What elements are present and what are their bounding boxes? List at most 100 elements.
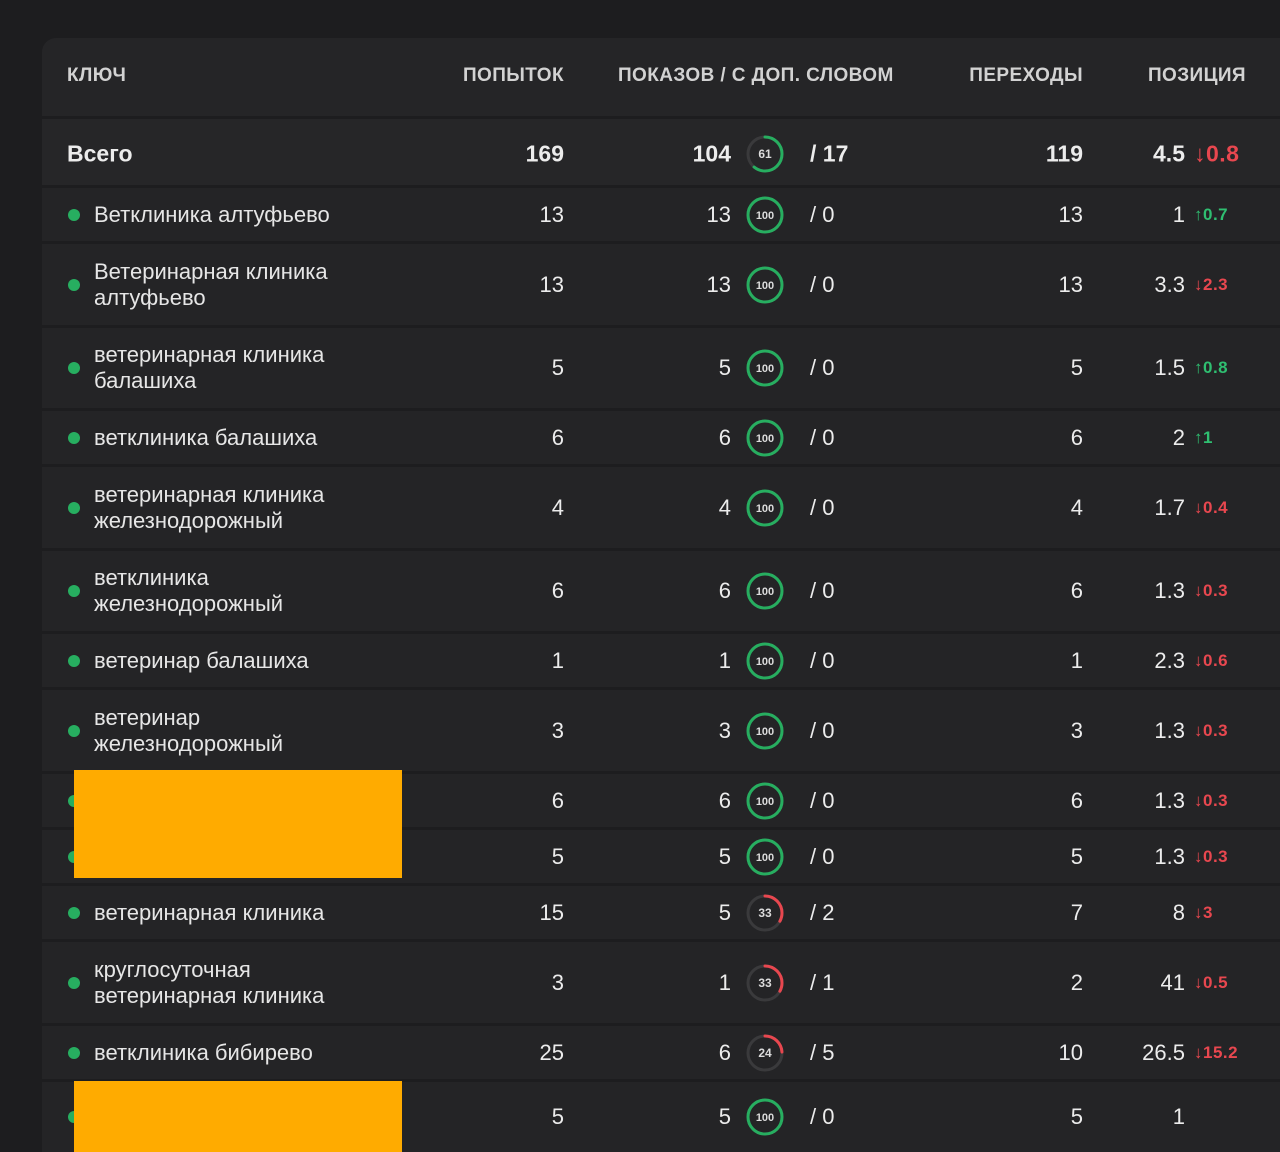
impressions-value: 4	[718, 494, 731, 520]
keyword-label[interactable]: ветклиника балашиха	[94, 424, 318, 450]
position-value: 2.3	[1154, 647, 1185, 673]
clicks-value: 13	[1058, 271, 1083, 297]
keyword-label[interactable]: ветеринар балашиха	[94, 647, 309, 673]
impressions-value: 5	[718, 1104, 731, 1129]
impressions-value: 5	[718, 899, 731, 925]
progress-ring-arc	[746, 572, 784, 610]
progress-ring: 33	[746, 894, 784, 931]
column-header-key[interactable]: КЛЮЧ	[67, 65, 127, 86]
status-dot	[68, 1046, 80, 1059]
keyword-label[interactable]: ветеринар железнодорожный	[94, 704, 284, 756]
keyword-label[interactable]: Ветклиника алтуфьево	[94, 201, 330, 227]
progress-ring-arc	[746, 894, 784, 931]
additional-word-value: / 0	[810, 1104, 835, 1129]
clicks-value: 6	[1070, 787, 1083, 813]
position-change-down: ↓3	[1194, 902, 1213, 922]
attempts-value: 5	[551, 355, 564, 380]
progress-ring: 100	[746, 349, 784, 387]
progress-ring-arc	[746, 349, 784, 387]
impressions-value: 5	[718, 355, 731, 380]
keyword-label[interactable]: круглосуточная ветеринарная клиника	[94, 956, 325, 1008]
table-header: КЛЮЧ ПОПЫТОК ПОКАЗОВ / С ДОП. СЛОВОМ ПЕР…	[42, 38, 1280, 116]
attempts-value: 3	[551, 969, 564, 995]
position-value: 1.5	[1154, 355, 1185, 380]
additional-word-value: / 0	[810, 355, 835, 380]
progress-ring: 24	[746, 1034, 784, 1071]
impressions-value: 1	[718, 647, 731, 673]
impressions-value: 5	[718, 843, 731, 869]
clicks-value: 1	[1070, 647, 1083, 673]
position-change-down: ↓0.3	[1194, 581, 1229, 600]
table-row[interactable]: ветеринарная клиника балашиха 5 5 100 / 0 5 1.…	[42, 325, 1280, 408]
status-dot	[68, 906, 80, 919]
progress-ring-arc	[746, 964, 784, 1001]
clicks-value: 10	[1058, 1039, 1083, 1065]
column-header-attempts[interactable]: ПОПЫТОК	[462, 65, 564, 86]
position-change-down: ↓0.4	[1194, 497, 1229, 517]
impressions-value: 6	[718, 1039, 731, 1065]
table-row[interactable]: ветклиника бибирево 25 6 24 / 5 10 26.5 ↓15.2	[42, 1023, 1280, 1079]
additional-word-value: / 0	[810, 787, 835, 813]
column-header-impressions[interactable]: ПОКАЗОВ / С ДОП. СЛОВОМ	[618, 65, 894, 86]
progress-ring-label: 100	[756, 852, 774, 864]
status-dot	[68, 976, 80, 989]
table-row[interactable]: ветеринар балашиха 1 1 100 / 0 1 2.3 ↓0.6	[42, 631, 1280, 687]
attempts-value: 1	[551, 647, 564, 673]
total-label: Всего	[67, 140, 133, 166]
progress-ring: 100	[746, 489, 784, 526]
progress-ring-label: 24	[758, 1046, 772, 1060]
attempts-value: 13	[539, 271, 564, 297]
total-row[interactable]: Всего 169 104 61 / 17 119 4.5 ↓0.8	[42, 116, 1280, 188]
clicks-value: 2	[1070, 969, 1083, 995]
position-change-down: ↓0.6	[1194, 650, 1229, 670]
clicks-value: 6	[1070, 578, 1083, 603]
position-change-down: ↓0.8	[1194, 140, 1240, 166]
progress-ring: 100	[746, 1098, 784, 1136]
position-change-down: ↓0.3	[1194, 720, 1229, 740]
table-row[interactable]: круглосуточная ветеринарная клиника 3 1 33 /…	[42, 939, 1280, 1023]
progress-ring: 100	[746, 419, 784, 456]
keyword-label[interactable]: ветклиника железнодорожный	[94, 565, 284, 616]
impressions-value: 6	[718, 787, 731, 813]
position-change-down: ↓0.3	[1194, 790, 1229, 810]
progress-ring-label: 100	[756, 726, 774, 738]
keywords-table: КЛЮЧ ПОПЫТОК ПОКАЗОВ / С ДОП. СЛОВОМ ПЕР…	[42, 38, 1280, 1152]
status-dot	[68, 278, 80, 291]
progress-ring-arc	[746, 419, 784, 456]
column-header-position[interactable]: ПОЗИЦИЯ	[1148, 65, 1246, 86]
keyword-label[interactable]: ветеринарная клиника балашиха	[94, 342, 325, 393]
clicks-value: 3	[1070, 717, 1083, 743]
column-header-clicks[interactable]: ПЕРЕХОДЫ	[969, 65, 1083, 86]
position-change-down: ↓0.5	[1194, 972, 1229, 992]
attempts-value: 25	[539, 1039, 564, 1065]
position-value: 1.7	[1154, 494, 1185, 520]
progress-ring: 100	[746, 838, 784, 875]
keyword-label[interactable]: Ветеринарная клиника алтуфьево	[94, 258, 328, 310]
position-value: 1.3	[1154, 578, 1185, 603]
additional-word-value: / 1	[810, 969, 835, 995]
progress-ring-label: 100	[756, 1112, 774, 1124]
keyword-label[interactable]: ветклиника бибирево	[94, 1039, 313, 1065]
attempts-value: 15	[539, 899, 564, 925]
additional-word-value: / 0	[810, 271, 835, 297]
position-change-down: ↓15.2	[1194, 1042, 1239, 1062]
impressions-value: 6	[718, 578, 731, 603]
table-row[interactable]: ветеринар железнодорожный 3 3 100 / 0 3 1.3 ↓0.…	[42, 687, 1280, 771]
position-change-down: ↓0.3	[1194, 846, 1229, 866]
table-row[interactable]: ветклиника балашиха 6 6 100 / 0 6 2 ↑1	[42, 408, 1280, 464]
impressions-value: 13	[706, 271, 731, 297]
table-row[interactable]: Ветеринарная клиника алтуфьево 13 13 100 / 0…	[42, 241, 1280, 325]
table-row[interactable]: Ветклиника алтуфьево 13 13 100 / 0 13 1 ↑0.7	[42, 185, 1280, 241]
keyword-label[interactable]: ветеринарная клиника железнодорожный	[94, 481, 325, 533]
progress-ring: 100	[746, 642, 784, 679]
position-value: 3.3	[1154, 271, 1185, 297]
clicks-value: 7	[1070, 899, 1083, 925]
position-value: 26.5	[1142, 1039, 1185, 1065]
table-row[interactable]: ветеринарная клиника 15 5 33 / 2 7 8 ↓3	[42, 883, 1280, 939]
position-value: 4.5	[1153, 140, 1185, 166]
keyword-label[interactable]: ветеринарная клиника	[94, 899, 325, 925]
progress-ring: 100	[746, 196, 784, 233]
table-row[interactable]: ветеринарная клиника железнодорожный 4 4 10…	[42, 464, 1280, 548]
attempts-value: 6	[551, 578, 564, 603]
table-row[interactable]: ветклиника железнодорожный 6 6 100 / 0 6 1.3 ↓0…	[42, 548, 1280, 631]
